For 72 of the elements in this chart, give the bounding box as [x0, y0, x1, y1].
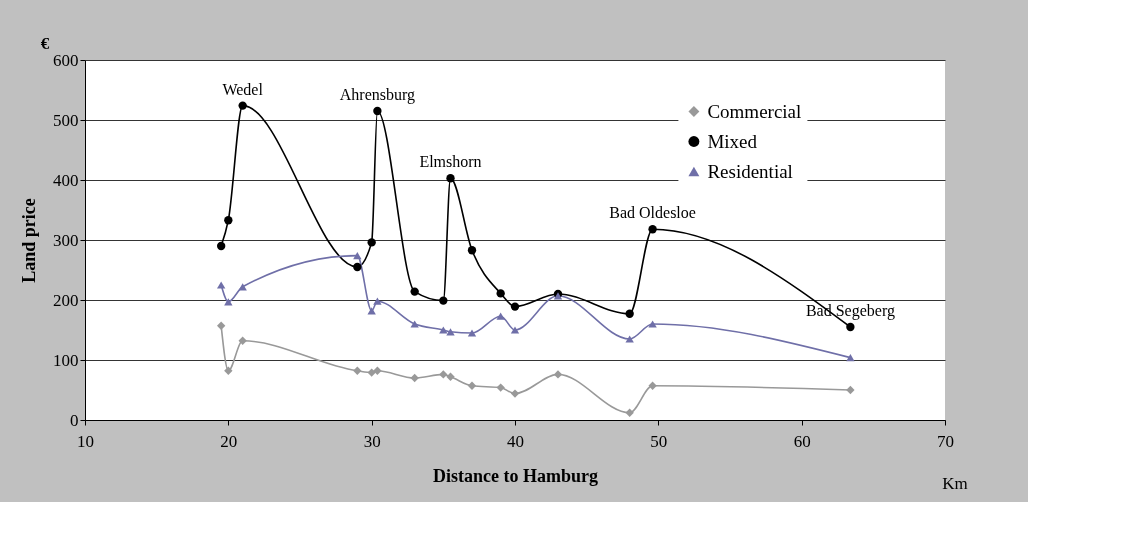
- point: [510, 389, 520, 398]
- point: [238, 101, 247, 110]
- x-tick-label: 20: [220, 431, 238, 451]
- point: [648, 225, 657, 234]
- x-tick-label: 40: [507, 431, 524, 451]
- annotation: Bad Oldesloe: [609, 204, 696, 222]
- point: [216, 321, 226, 330]
- point: [224, 216, 233, 225]
- x-axis-title: Distance to Hamburg: [433, 465, 598, 486]
- point: [410, 373, 419, 383]
- y-tick-label: 400: [53, 170, 79, 190]
- point: [625, 335, 634, 343]
- point: [216, 281, 226, 289]
- point: [367, 368, 376, 377]
- point: [467, 246, 477, 255]
- point: [373, 106, 382, 116]
- point: [439, 370, 448, 379]
- point: [446, 174, 455, 183]
- point: [224, 298, 233, 306]
- annotation: Ahrensburg: [339, 86, 416, 104]
- annotation: Bad Segeberg: [805, 302, 895, 320]
- point: [410, 320, 419, 328]
- point: [216, 241, 226, 251]
- y-tick-label: 0: [70, 410, 79, 430]
- point: [625, 408, 634, 417]
- x-tick-label: 30: [363, 431, 381, 451]
- point: [467, 329, 477, 337]
- text: Km: [942, 474, 968, 493]
- point: [410, 287, 419, 296]
- point: [353, 262, 362, 272]
- annotation: Wedel: [222, 80, 264, 98]
- point: [496, 289, 505, 298]
- point: [467, 381, 477, 390]
- point: [353, 251, 362, 260]
- point: [439, 296, 448, 305]
- point: [648, 320, 657, 328]
- point: [510, 326, 520, 334]
- point: [238, 336, 247, 345]
- point: [446, 328, 455, 336]
- x-tick-label: 10: [77, 431, 94, 451]
- point: [446, 372, 455, 381]
- y-tick-label: 100: [53, 350, 79, 370]
- point: [846, 385, 855, 395]
- point: [496, 383, 505, 392]
- annotation: Elmshorn: [419, 153, 482, 171]
- text: €: [40, 34, 50, 53]
- x-tick-label: 50: [650, 431, 668, 451]
- point: [496, 312, 505, 320]
- point: [439, 326, 448, 334]
- point: [238, 283, 247, 291]
- point: [367, 307, 376, 315]
- point: [625, 309, 634, 318]
- point: [648, 381, 657, 390]
- y-tick-label: 200: [53, 290, 79, 310]
- x-tick-label: 60: [793, 431, 811, 451]
- y-tick-label: 500: [53, 110, 79, 130]
- point: [846, 322, 855, 332]
- point: [553, 370, 563, 379]
- point: [373, 366, 382, 375]
- legend-label: Residential: [707, 160, 793, 182]
- point: [367, 238, 376, 247]
- y-tick-label: 600: [53, 50, 79, 70]
- x-tick-label: 70: [937, 431, 954, 451]
- point: [353, 366, 362, 375]
- y-axis-title: Land price: [19, 198, 39, 283]
- point: [224, 366, 233, 375]
- point: [510, 302, 520, 311]
- y-tick-label: 300: [53, 230, 79, 250]
- point: [373, 297, 382, 305]
- legend-label: Commercial: [707, 100, 802, 122]
- legend-label: Mixed: [707, 130, 758, 152]
- point: [846, 353, 855, 362]
